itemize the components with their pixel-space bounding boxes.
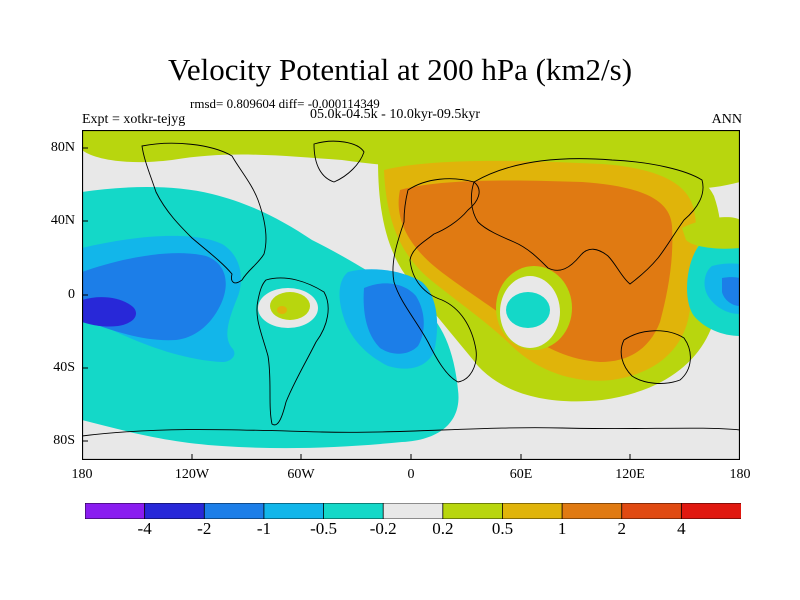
colorbar-label: 1 xyxy=(557,519,567,538)
atlantic-band-1-2 xyxy=(363,283,424,354)
lon-label-0: 0 xyxy=(407,467,415,482)
colorbar xyxy=(85,503,741,519)
greenland-coast xyxy=(313,140,365,183)
season-label: ANN xyxy=(711,112,742,127)
asia-coast xyxy=(470,158,704,285)
north-america-coast xyxy=(141,142,267,284)
lon-label-60w: 60W xyxy=(287,467,315,482)
plot-title: Velocity Potential at 200 hPa (km2/s) xyxy=(167,52,633,87)
indian-ocean-low xyxy=(506,292,550,328)
colorbar-label: 4 xyxy=(677,519,686,538)
colorbar-swatch xyxy=(680,503,741,519)
australia-coast xyxy=(620,330,691,384)
colorbar-label: -4 xyxy=(137,519,152,538)
axis-ticks xyxy=(82,147,631,460)
contour-fields xyxy=(82,130,740,460)
coastlines xyxy=(82,140,740,437)
period-label: 05.0k-04.5k - 10.0kyr-09.5kyr xyxy=(310,107,481,122)
rmsd-diff-stats: rmsd= 0.809604 diff= -0.000114349 xyxy=(190,96,380,111)
colorbar-label: -2 xyxy=(197,519,212,538)
north-pacific-high xyxy=(682,217,740,249)
colorbar-swatch xyxy=(144,503,206,519)
colorbar-swatch xyxy=(85,503,146,519)
pacific-band-2-4 xyxy=(82,297,137,327)
lon-label-180e: 180 xyxy=(729,467,751,482)
lon-label-120e: 120E xyxy=(615,467,645,482)
colorbar-swatch xyxy=(442,503,504,519)
colorbar-swatch xyxy=(502,503,563,519)
colorbar-swatch xyxy=(621,503,683,519)
lat-label-0: 0 xyxy=(68,287,75,302)
dateline-band-1-2 xyxy=(722,277,740,306)
lon-label-60e: 60E xyxy=(509,467,533,482)
lat-label-80s: 80S xyxy=(53,433,75,448)
colorbar-label: 0.2 xyxy=(432,519,454,538)
colorbar-swatch xyxy=(323,503,385,519)
lon-label-120w: 120W xyxy=(174,467,210,482)
amazon-core xyxy=(277,306,287,314)
colorbar-label: -0.2 xyxy=(369,519,397,538)
colorbar-label: 2 xyxy=(617,519,626,538)
colorbar-label: -1 xyxy=(256,519,271,538)
lat-label-40n: 40N xyxy=(50,213,75,228)
lat-label-40s: 40S xyxy=(53,360,75,375)
colorbar-swatch xyxy=(203,503,265,519)
velocity-potential-map xyxy=(82,130,740,460)
colorbar-swatch xyxy=(382,503,444,519)
amazon-high xyxy=(270,292,310,320)
colorbar-swatch xyxy=(263,503,325,519)
colorbar-label: 0.5 xyxy=(491,519,514,538)
colorbar-swatch xyxy=(561,503,623,519)
antarctica-coast xyxy=(82,427,740,437)
lat-label-80n: 80N xyxy=(50,140,75,155)
experiment-label: Expt = xotkr-tejyg xyxy=(82,112,186,127)
south-america-coast xyxy=(256,277,329,426)
colorbar-label: -0.5 xyxy=(310,519,337,538)
lon-label-180w: 180 xyxy=(71,467,93,482)
